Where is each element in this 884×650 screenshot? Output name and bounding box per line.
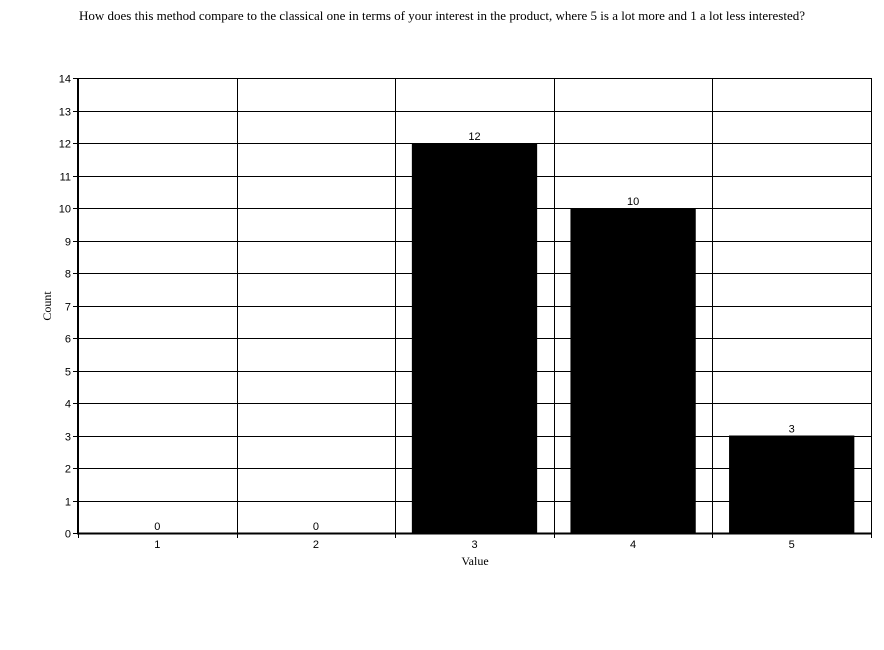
y-tick-label: 8 [65,269,71,281]
y-tick-label: 5 [65,367,71,379]
chart-title: How does this method compare to the clas… [78,8,805,23]
y-tick-label: 4 [65,399,71,411]
y-tick-label: 14 [59,74,71,86]
bar [570,208,696,533]
x-axis-label: Value [461,554,488,568]
x-tick-label: 1 [154,539,160,551]
data-label: 12 [468,131,480,143]
data-label: 3 [789,424,795,436]
bar [411,143,538,533]
bars: 0 0 12 10 3 [154,131,855,533]
y-tick-label: 7 [65,302,71,314]
y-tick-label: 12 [59,139,71,151]
data-label: 10 [627,196,639,208]
x-tick-label: 4 [630,539,636,551]
y-tick-label: 1 [65,497,71,509]
x-tick-label: 5 [789,539,795,551]
y-tick-label: 6 [65,334,71,346]
bar [729,435,855,533]
y-axis-label: Count [40,291,54,321]
y-tick-label: 0 [65,529,71,541]
y-tick-label: 3 [65,432,71,444]
y-tick-label: 13 [59,107,71,119]
data-label: 0 [154,521,160,533]
x-tick-label: 2 [313,539,319,551]
data-label: 0 [313,521,319,533]
x-tick-label: 3 [471,539,477,551]
y-tick-label: 2 [65,464,71,476]
y-tick-label: 9 [65,237,71,249]
y-tick-label: 10 [59,204,71,216]
y-tick-label: 11 [60,172,71,184]
